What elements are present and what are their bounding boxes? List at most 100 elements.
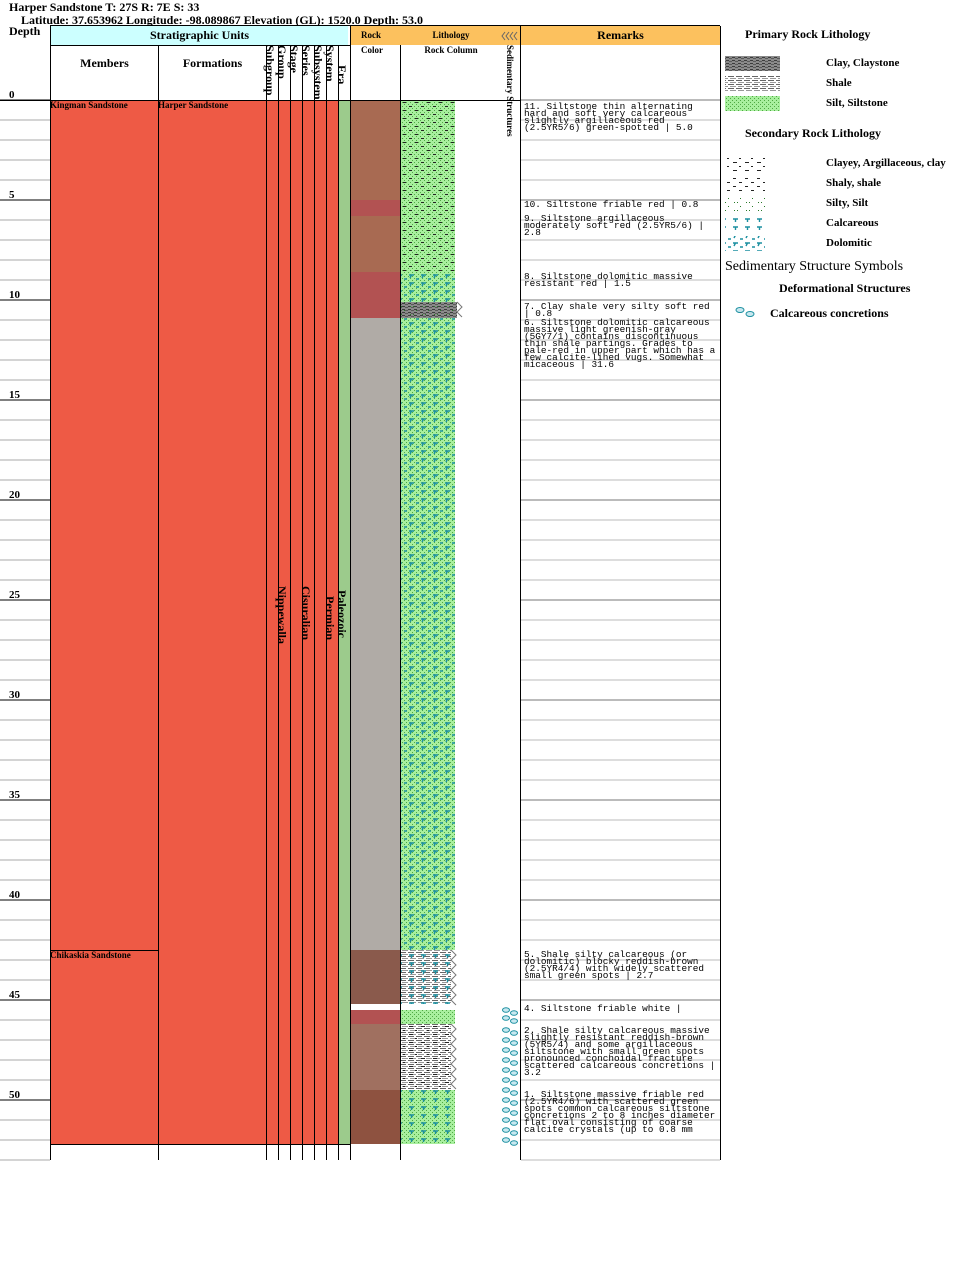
concretion-symbol-b-9 — [510, 1100, 518, 1106]
depth-tick-10: 10 — [9, 289, 20, 301]
bed-edge-9 — [450, 1023, 457, 1090]
remark-5: 5. Shale silty calcareous (or dolomitic)… — [524, 949, 705, 981]
concretion-symbol-b-11 — [510, 1120, 518, 1126]
strat-fill — [51, 100, 338, 1144]
bed-secondary-2 — [401, 216, 455, 272]
legend-dolomitic-swatch — [725, 236, 765, 251]
remark-11: 11. Siltstone thin alternating hard and … — [524, 101, 693, 133]
depth-tick-5: 5 — [9, 189, 15, 201]
legend-deform-title: Deformational Structures — [779, 281, 911, 295]
era-header: Era — [335, 65, 349, 85]
era-fill — [338, 100, 350, 1144]
concretion-symbol-5 — [502, 1057, 510, 1063]
bed-edge-4 — [456, 301, 463, 318]
members-header: Members — [80, 56, 129, 70]
bed-secondary-5 — [401, 318, 455, 950]
legend-clay-label: Clay, Claystone — [826, 57, 900, 69]
concretion-symbol-b-1 — [510, 1018, 518, 1024]
bed-color-3 — [351, 272, 400, 302]
concretion-symbol-b-13 — [510, 1140, 518, 1146]
concretion-symbol-b-5 — [510, 1060, 518, 1066]
concretion-symbol-b-0 — [510, 1010, 518, 1016]
concretion-symbol-12 — [502, 1127, 510, 1133]
lithology-header-band — [351, 26, 520, 45]
concretion-symbol-b-10 — [510, 1110, 518, 1116]
concretion-symbol-2 — [502, 1027, 510, 1033]
legend-concretion-icon — [735, 307, 745, 313]
sed-structure-chevron-icon — [501, 28, 519, 41]
member-kingman: Kingman Sandstone — [50, 100, 128, 110]
concretion-symbol-11 — [502, 1117, 510, 1123]
legend-shale-swatch — [725, 76, 780, 91]
legend-calcareous-label: Calcareous — [826, 217, 879, 229]
depth-tick-35: 35 — [9, 789, 20, 801]
strat-units-header: Stratigraphic Units — [51, 26, 348, 45]
bed-color-6 — [351, 950, 400, 1004]
bed-color-2 — [351, 216, 400, 272]
remark-9: 9. Siltstone argillaceous moderately sof… — [524, 213, 705, 238]
color-header: Color — [361, 45, 383, 55]
formation-harper: Harper Sandstone — [158, 100, 229, 110]
legend-silt-label: Silt, Siltstone — [826, 97, 888, 109]
depth-tick-30: 30 — [9, 689, 20, 701]
bed-color-0 — [351, 100, 400, 200]
bed-color-5 — [351, 318, 400, 950]
concretion-symbol-6 — [502, 1067, 510, 1073]
bed-color-9 — [351, 1024, 400, 1090]
concretion-symbol-9 — [502, 1097, 510, 1103]
bed-color-1 — [351, 200, 400, 216]
bed-secondary-1 — [401, 200, 455, 216]
legend-primary-title: Primary Rock Lithology — [745, 27, 871, 41]
concretion-symbol-b-2 — [510, 1030, 518, 1036]
bed-edge-6 — [450, 949, 457, 1006]
legend-secondary-title: Secondary Rock Lithology — [745, 126, 882, 140]
legend-clayey-swatch — [725, 156, 765, 171]
series-cisuralian: Cisuralian — [299, 586, 313, 641]
stage-header: Stage — [287, 45, 301, 73]
legend-silty-swatch — [725, 196, 765, 211]
bed-color-4 — [351, 302, 400, 318]
concretion-symbol-10 — [502, 1107, 510, 1113]
group-nippewalla: Nippewalla — [275, 586, 289, 645]
formations-header: Formations — [182, 56, 243, 70]
concretion-symbol-13 — [502, 1137, 510, 1143]
concretion-symbol-b-3 — [510, 1040, 518, 1046]
bed-secondary-3 — [401, 272, 455, 302]
concretion-symbol-1 — [502, 1015, 510, 1021]
bed-secondary-9 — [401, 1024, 451, 1090]
group-header: Group — [275, 45, 289, 79]
bed-color-7 — [351, 1004, 400, 1010]
page-title-line2: Latitude: 37.653962 Longitude: -98.08986… — [21, 13, 423, 27]
rock-column-header: Rock Column — [424, 45, 478, 55]
depth-tick-20: 20 — [9, 489, 20, 501]
bed-secondary-0 — [401, 100, 455, 200]
remark-7: 7. Clay shale very silty soft red | 0.8 — [524, 301, 710, 319]
bed-secondary-4 — [401, 302, 457, 318]
depth-tick-15: 15 — [9, 389, 20, 401]
system-permian: Permian — [323, 596, 337, 640]
depth-header: Depth — [9, 24, 41, 38]
concretion-symbol-b-12 — [510, 1130, 518, 1136]
legend-sed-title: Sedimentary Structure Symbols — [725, 259, 904, 274]
depth-tick-50: 50 — [9, 1089, 20, 1101]
depth-tick-0: 0 — [9, 89, 15, 101]
remark-10: 10. Siltstone friable red | 0.8 — [524, 199, 699, 210]
concretion-symbol-7 — [502, 1077, 510, 1083]
legend-silty-label: Silty, Silt — [826, 197, 869, 209]
remark-1: 1. Siltstone massive friable red (2.5YR4… — [524, 1089, 716, 1135]
legend-concretion-label: Calcareous concretions — [770, 306, 889, 320]
depth-tick-25: 25 — [9, 589, 20, 601]
legend-shale-label: Shale — [826, 77, 852, 89]
bed-color-10 — [351, 1090, 400, 1144]
depth-tick-40: 40 — [9, 889, 20, 901]
remark-6: 6. Siltstone dolomitic calcareous massiv… — [524, 317, 716, 370]
sed-structures-header: Sedimentary Structures — [505, 45, 515, 137]
concretion-symbol-b-7 — [510, 1080, 518, 1086]
remark-8: 8. Siltstone dolomitic massive resistant… — [524, 271, 693, 289]
depth-tick-45: 45 — [9, 989, 20, 1001]
remark-2: 2. Shale silty calcareous massive slight… — [524, 1025, 716, 1078]
concretion-symbol-4 — [502, 1047, 510, 1053]
concretion-symbol-b-8 — [510, 1090, 518, 1096]
lithology-header: Lithology — [432, 30, 470, 40]
